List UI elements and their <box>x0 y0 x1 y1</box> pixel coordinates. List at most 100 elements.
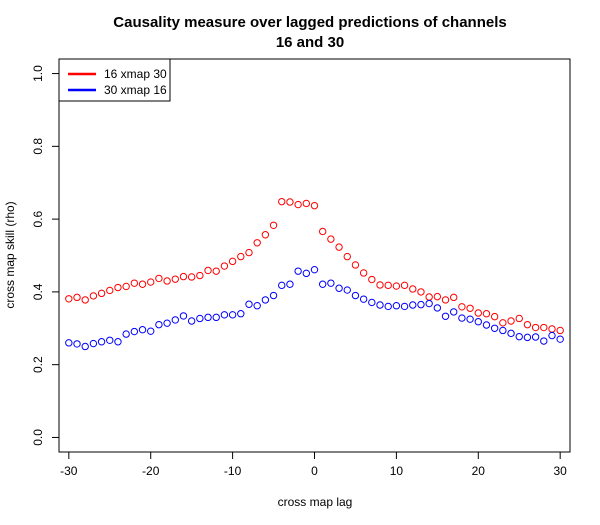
data-point <box>114 283 122 292</box>
data-point <box>458 314 466 322</box>
data-point <box>81 296 89 304</box>
data-point <box>499 319 507 327</box>
data-point <box>400 302 409 311</box>
data-point <box>220 262 229 270</box>
data-point <box>155 320 163 329</box>
data-point <box>237 252 245 261</box>
legend: 16 xmap 30 30 xmap 16 <box>58 58 171 102</box>
data-point <box>384 302 392 311</box>
data-point <box>302 269 311 278</box>
data-point <box>376 301 384 309</box>
data-point <box>523 333 532 342</box>
data-point <box>294 200 302 209</box>
data-point <box>548 325 556 333</box>
plot-frame <box>58 58 571 453</box>
data-point <box>73 293 81 302</box>
data-point <box>318 227 327 236</box>
y-tick-label: 0.4 <box>31 283 45 300</box>
data-point <box>556 335 564 343</box>
data-point <box>441 296 450 304</box>
data-points <box>65 197 564 351</box>
x-tick-label: 10 <box>390 464 404 478</box>
data-point <box>482 310 491 318</box>
data-point <box>130 327 139 336</box>
data-point <box>327 279 335 287</box>
legend-label-16-xmap-30: 16 xmap 30 <box>104 67 167 81</box>
data-point <box>409 285 417 293</box>
y-tick-label: 0.0 <box>31 429 45 446</box>
data-point <box>228 311 237 319</box>
data-point <box>490 312 499 321</box>
data-point <box>73 340 81 348</box>
y-axis: 0.0 0.2 0.4 0.6 0.8 1.0 <box>31 65 60 446</box>
data-point <box>261 231 270 239</box>
data-point <box>278 281 286 290</box>
data-point <box>335 243 343 251</box>
x-tick-label: 0 <box>311 464 318 478</box>
x-tick-label: -20 <box>142 464 160 478</box>
x-tick-label: 20 <box>472 464 486 478</box>
data-point <box>114 338 122 346</box>
data-point <box>253 302 261 310</box>
data-point <box>212 267 220 275</box>
data-point <box>237 310 245 318</box>
data-point <box>474 309 482 317</box>
data-point <box>531 323 540 332</box>
data-point <box>310 201 319 210</box>
data-point <box>368 275 376 284</box>
data-point <box>450 308 458 316</box>
data-point <box>261 296 270 304</box>
data-point <box>482 321 491 329</box>
data-point <box>400 281 409 290</box>
chart-title-line-2: 16 and 30 <box>276 34 344 51</box>
data-point <box>392 282 401 290</box>
data-point <box>196 314 204 323</box>
data-point <box>376 281 384 289</box>
x-tick-label: -30 <box>60 464 78 478</box>
data-point <box>523 320 532 329</box>
data-point <box>269 221 278 229</box>
data-point <box>515 314 523 323</box>
data-point <box>138 326 147 334</box>
data-point <box>97 289 106 298</box>
data-point <box>540 337 548 345</box>
x-tick-label: -10 <box>224 464 242 478</box>
data-point <box>425 299 433 308</box>
data-point <box>343 252 351 261</box>
data-point <box>106 286 114 295</box>
x-axis-label: cross map lag <box>278 495 353 509</box>
data-point <box>409 301 417 309</box>
data-point <box>163 277 171 285</box>
data-point <box>450 293 458 302</box>
data-point <box>187 273 196 281</box>
data-point <box>302 199 311 208</box>
data-point <box>359 269 368 277</box>
data-point <box>318 280 327 288</box>
data-point <box>458 303 466 311</box>
legend-box <box>58 58 171 102</box>
data-point <box>196 271 204 280</box>
y-axis-label: cross map skill (rho) <box>3 201 17 308</box>
data-point <box>417 288 425 296</box>
data-point <box>384 281 392 290</box>
data-point <box>163 319 171 327</box>
data-point <box>106 336 114 344</box>
data-point <box>310 265 319 274</box>
data-point <box>97 338 106 346</box>
data-point <box>425 293 433 301</box>
data-point <box>515 332 523 341</box>
data-point <box>147 278 155 286</box>
data-point <box>531 333 540 341</box>
y-tick-label: 0.8 <box>31 138 45 155</box>
data-point <box>359 295 368 303</box>
data-point <box>499 326 507 335</box>
data-point <box>368 298 376 307</box>
data-point <box>507 317 515 325</box>
data-point <box>89 339 98 348</box>
data-point <box>327 235 335 243</box>
data-point <box>212 313 220 322</box>
y-tick-label: 0.2 <box>31 356 45 373</box>
data-point <box>335 284 343 292</box>
data-point <box>269 291 278 300</box>
